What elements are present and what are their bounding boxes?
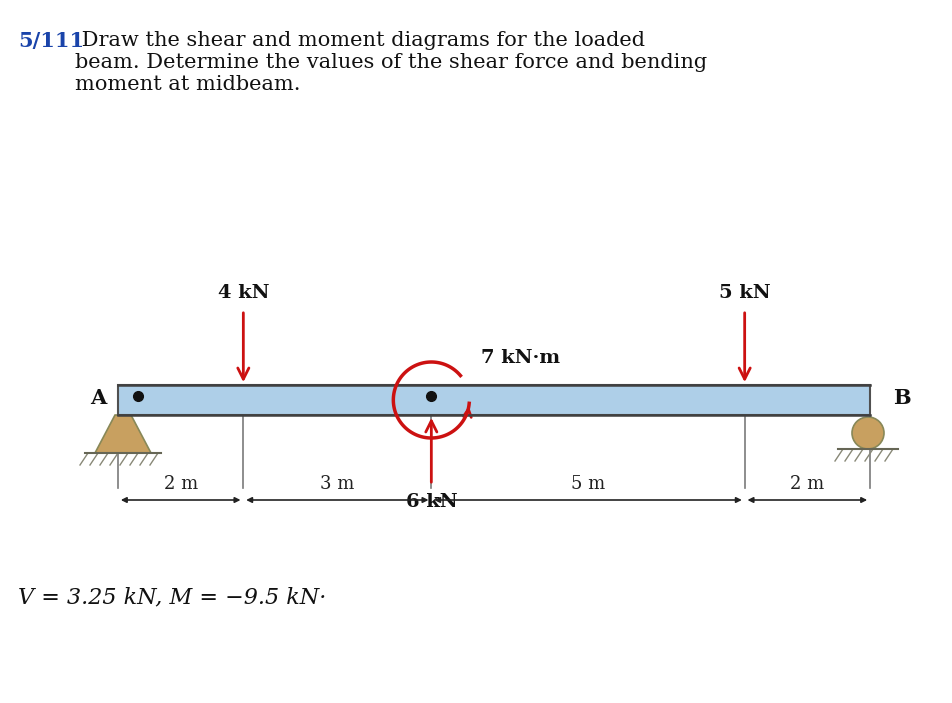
Text: V = 3.25 kN, M = −9.5 kN·: V = 3.25 kN, M = −9.5 kN· — [18, 586, 326, 608]
Text: 5/111: 5/111 — [18, 31, 84, 51]
Circle shape — [851, 417, 883, 449]
Text: 3 m: 3 m — [320, 475, 354, 493]
Text: A: A — [89, 388, 106, 408]
Polygon shape — [95, 415, 150, 453]
Text: Draw the shear and moment diagrams for the loaded
beam. Determine the values of : Draw the shear and moment diagrams for t… — [75, 31, 706, 94]
Text: B: B — [892, 388, 910, 408]
Text: 2 m: 2 m — [789, 475, 823, 493]
Text: 7 kN·m: 7 kN·m — [481, 349, 560, 367]
Bar — [118, 385, 869, 415]
Text: 6 kN: 6 kN — [406, 493, 457, 511]
Text: 5 m: 5 m — [570, 475, 605, 493]
Text: 5 kN: 5 kN — [718, 284, 769, 302]
Text: 4 kN: 4 kN — [217, 284, 268, 302]
Text: 2 m: 2 m — [164, 475, 198, 493]
